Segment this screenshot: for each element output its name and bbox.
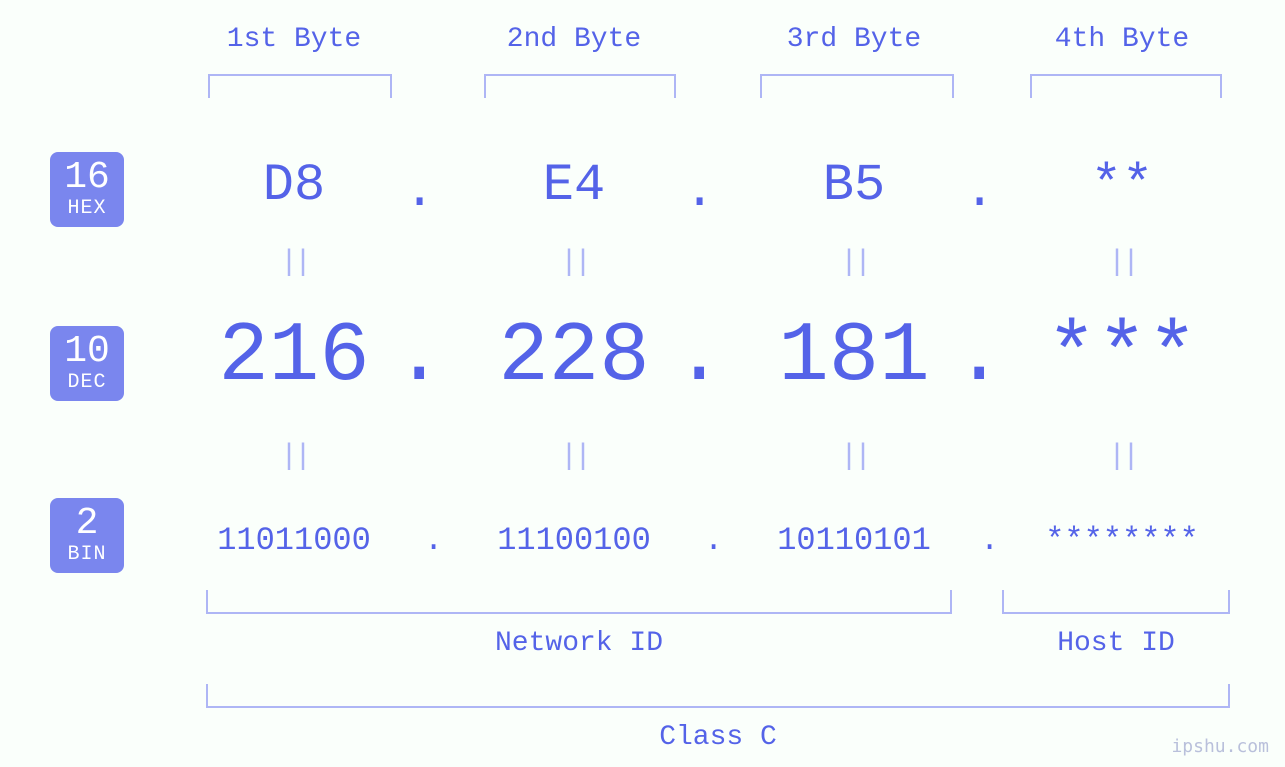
- badge-hex: 16 HEX: [50, 152, 124, 227]
- dec-byte-1: 216: [194, 310, 394, 405]
- top-bracket-1: [208, 74, 392, 98]
- top-bracket-2: [484, 74, 676, 98]
- badge-bin-lbl: BIN: [50, 544, 124, 565]
- dec-byte-4: ***: [1022, 310, 1222, 405]
- hex-dot-3: .: [964, 162, 995, 221]
- badge-hex-num: 16: [50, 158, 124, 198]
- dec-dot-1: .: [394, 310, 444, 405]
- hex-byte-3: B5: [754, 156, 954, 215]
- eq-dec-bin-1: ||: [274, 440, 314, 474]
- bin-dot-3: .: [980, 522, 999, 559]
- top-bracket-4: [1030, 74, 1222, 98]
- class-label: Class C: [206, 722, 1230, 753]
- badge-bin-num: 2: [50, 504, 124, 544]
- network-bracket: [206, 590, 952, 614]
- byte-label-1: 1st Byte: [194, 24, 394, 55]
- eq-hex-dec-4: ||: [1102, 246, 1142, 280]
- bin-dot-2: .: [704, 522, 723, 559]
- host-bracket: [1002, 590, 1230, 614]
- host-label: Host ID: [1002, 628, 1230, 659]
- hex-dot-1: .: [404, 162, 435, 221]
- badge-hex-lbl: HEX: [50, 198, 124, 219]
- dec-byte-3: 181: [754, 310, 954, 405]
- hex-byte-4: **: [1022, 156, 1222, 215]
- top-bracket-3: [760, 74, 954, 98]
- class-bracket: [206, 684, 1230, 708]
- network-label: Network ID: [206, 628, 952, 659]
- bin-byte-2: 11100100: [454, 522, 694, 559]
- badge-dec-lbl: DEC: [50, 372, 124, 393]
- dec-byte-2: 228: [474, 310, 674, 405]
- byte-label-4: 4th Byte: [1022, 24, 1222, 55]
- dec-dot-2: .: [674, 310, 724, 405]
- bin-dot-1: .: [424, 522, 443, 559]
- watermark: ipshu.com: [1171, 736, 1269, 757]
- bin-byte-4: ********: [1002, 522, 1242, 559]
- eq-dec-bin-3: ||: [834, 440, 874, 474]
- hex-dot-2: .: [684, 162, 715, 221]
- eq-hex-dec-1: ||: [274, 246, 314, 280]
- ip-diagram: 16 HEX 10 DEC 2 BIN 1st Byte 2nd Byte 3r…: [0, 0, 1285, 767]
- byte-label-2: 2nd Byte: [474, 24, 674, 55]
- eq-hex-dec-3: ||: [834, 246, 874, 280]
- eq-dec-bin-4: ||: [1102, 440, 1142, 474]
- dec-dot-3: .: [954, 310, 1004, 405]
- badge-bin: 2 BIN: [50, 498, 124, 573]
- bin-byte-3: 10110101: [734, 522, 974, 559]
- hex-byte-1: D8: [194, 156, 394, 215]
- byte-label-3: 3rd Byte: [754, 24, 954, 55]
- eq-dec-bin-2: ||: [554, 440, 594, 474]
- eq-hex-dec-2: ||: [554, 246, 594, 280]
- bin-byte-1: 11011000: [174, 522, 414, 559]
- badge-dec-num: 10: [50, 332, 124, 372]
- hex-byte-2: E4: [474, 156, 674, 215]
- badge-dec: 10 DEC: [50, 326, 124, 401]
